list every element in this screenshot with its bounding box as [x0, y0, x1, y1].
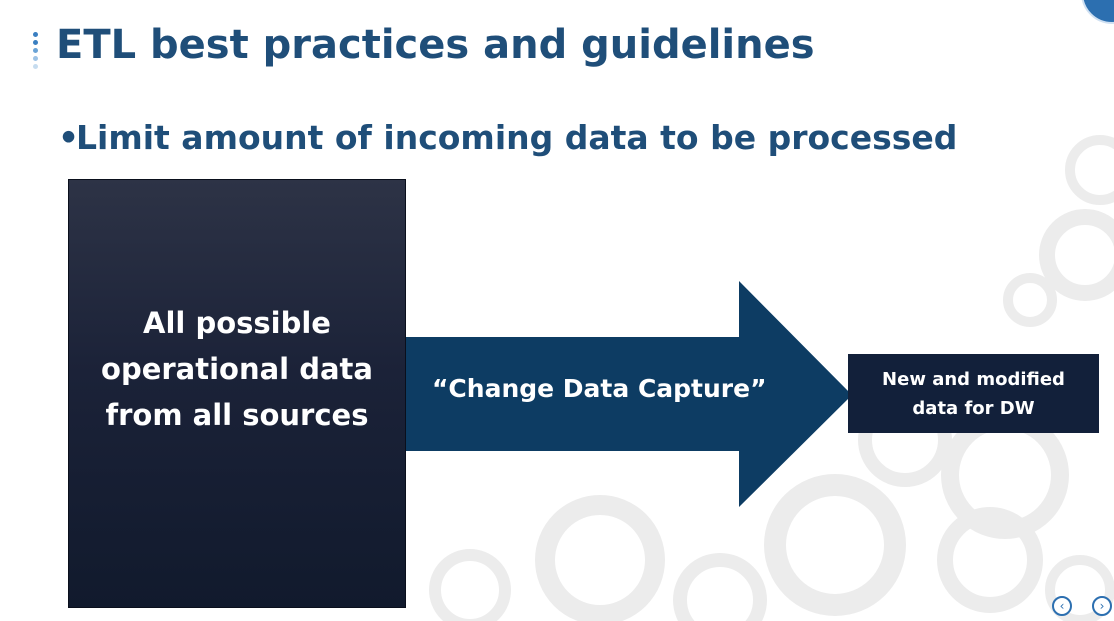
chevron-right-icon[interactable]: › — [1092, 596, 1112, 616]
target-data-box: New and modified data for DW — [848, 354, 1099, 433]
target-line-1: New and modified — [882, 365, 1065, 394]
target-box-text: New and modified data for DW — [882, 365, 1065, 423]
target-line-2: data for DW — [882, 394, 1065, 423]
chevron-left-icon[interactable]: ‹ — [1052, 596, 1072, 616]
arrow-label: “Change Data Capture” — [432, 374, 767, 403]
